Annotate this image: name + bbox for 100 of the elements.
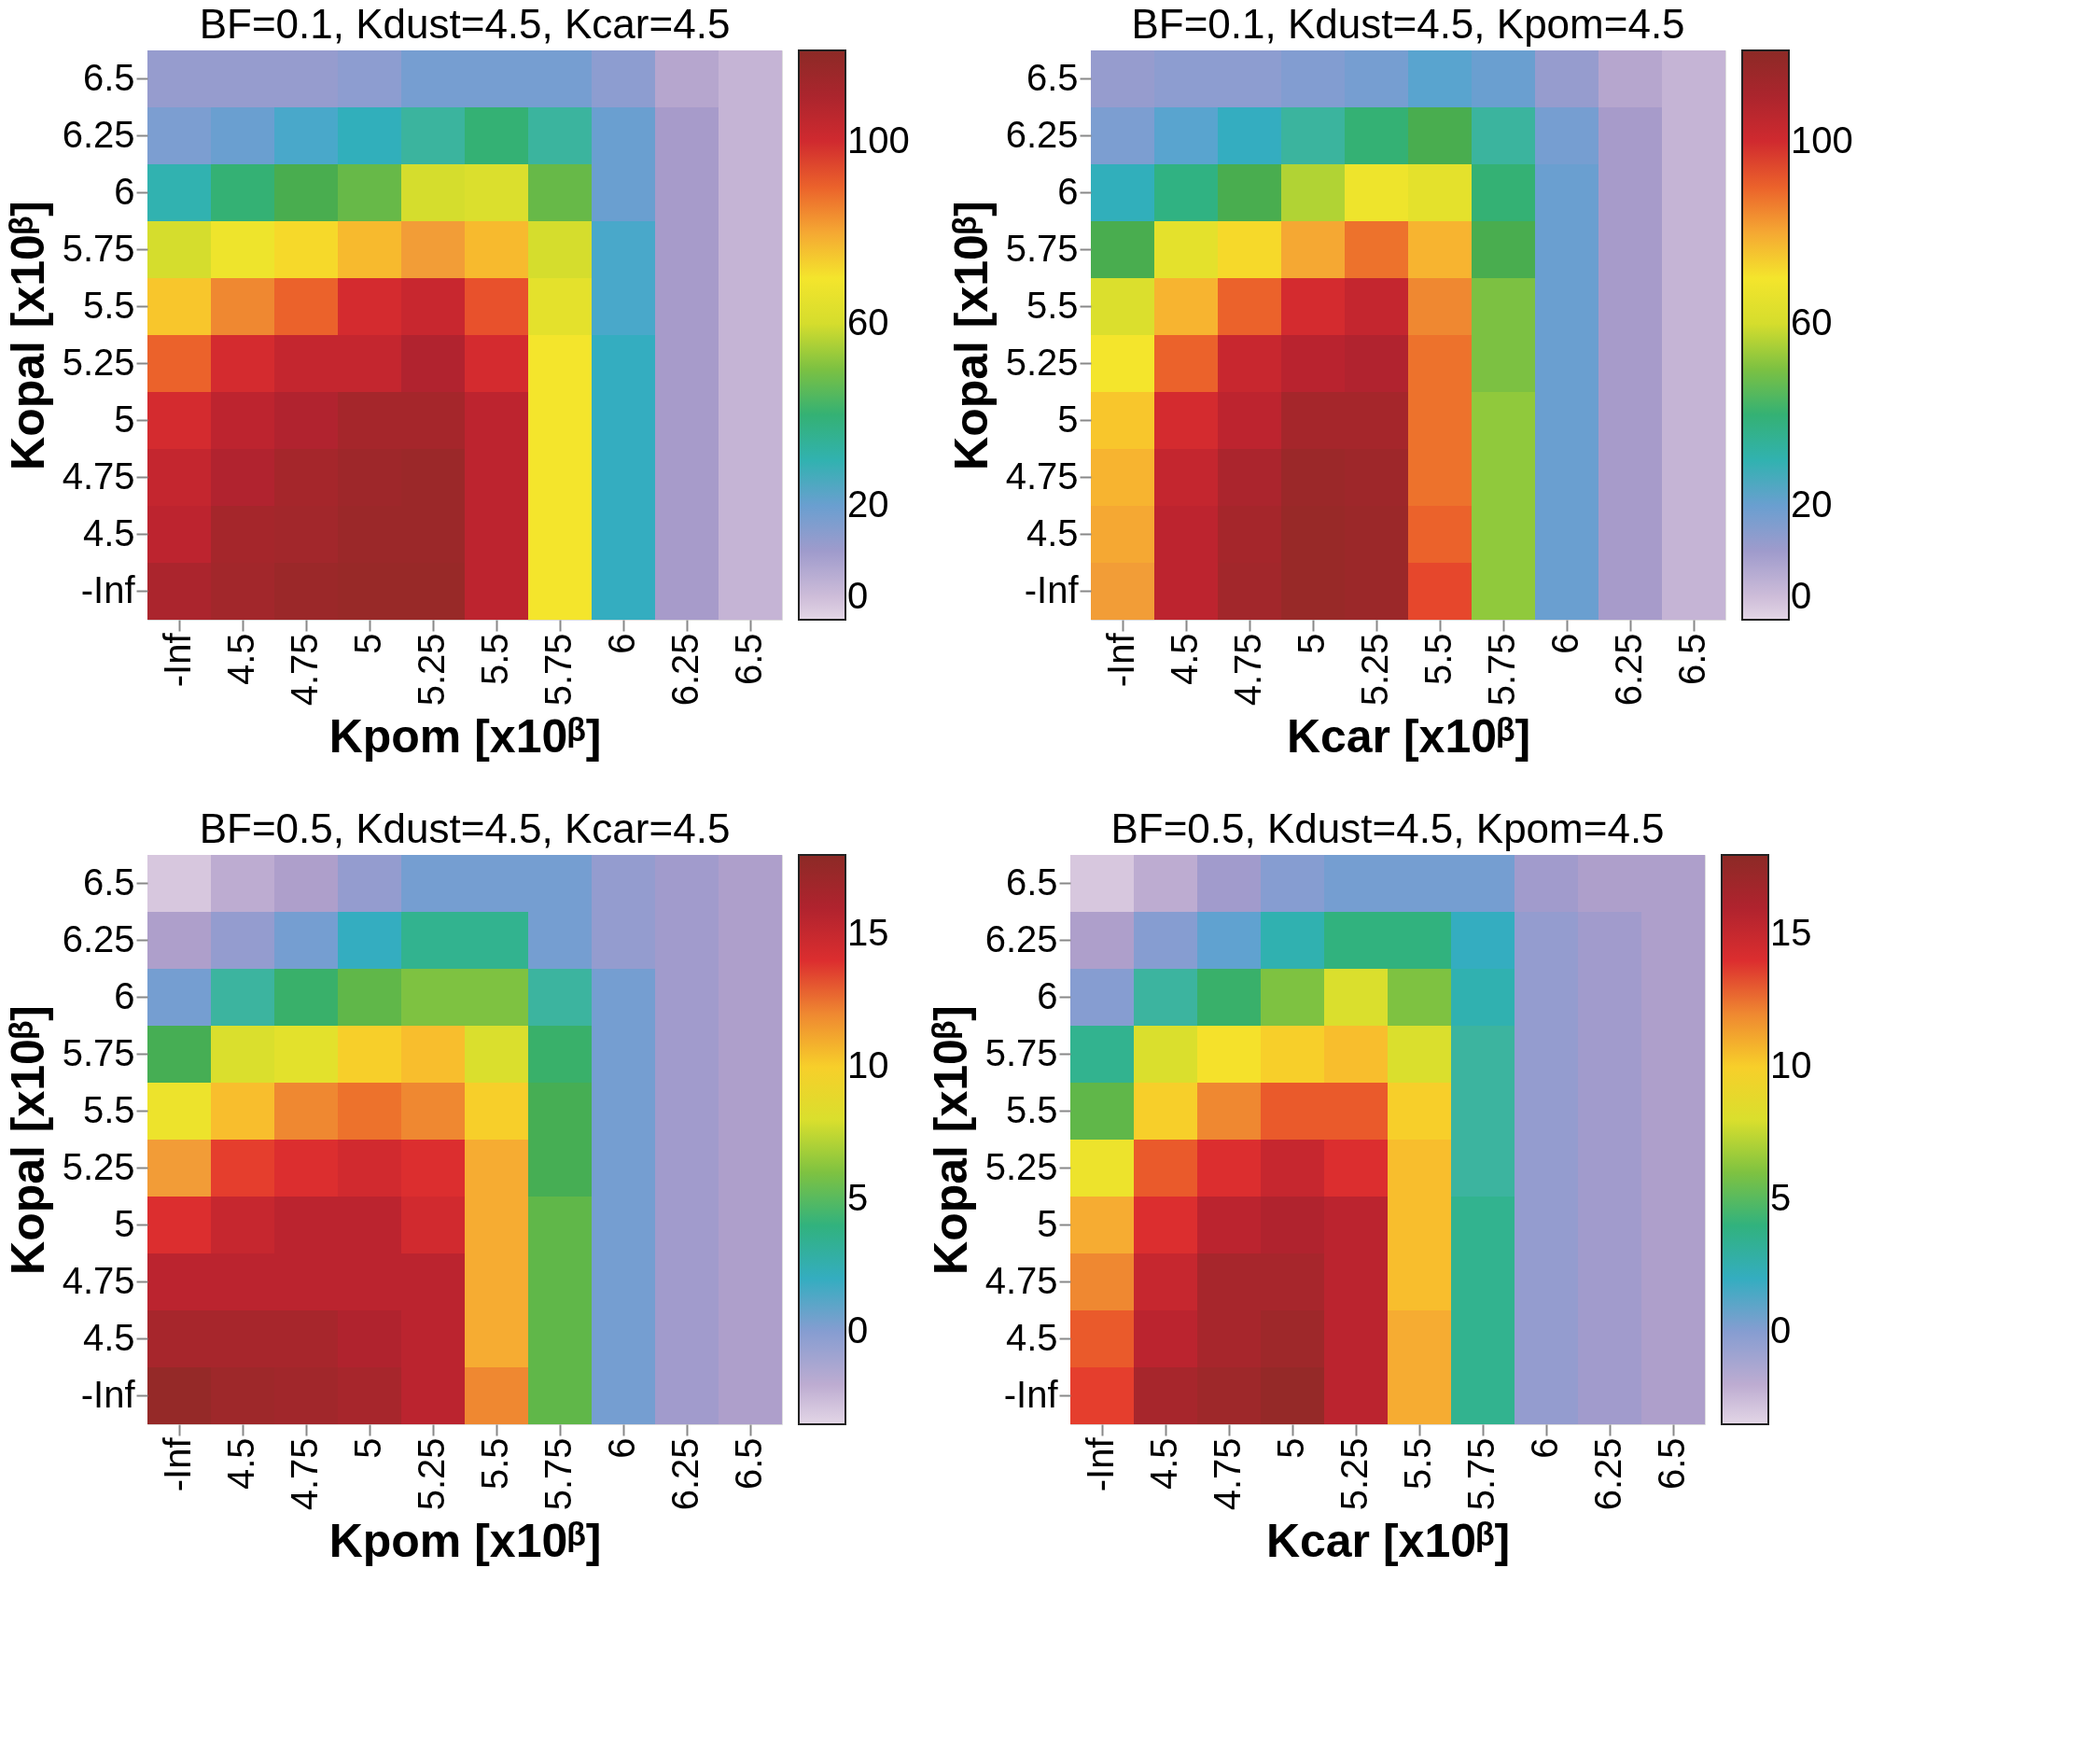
x-tick-label: 5.5 — [474, 1437, 515, 1491]
y-tick-label: 6 — [114, 170, 135, 212]
chart-title: BF=0.5, Kdust=4.5, Kpom=4.5 — [1110, 805, 1665, 851]
y-tick-label: 6.5 — [1005, 861, 1058, 903]
y-tick-label: -Inf — [1003, 1373, 1059, 1415]
y-tick-label: 5 — [114, 1202, 135, 1244]
color-bar-label: 0 — [1791, 574, 1812, 616]
x-tick-label: 6 — [601, 1437, 642, 1459]
x-tick-label: 5 — [347, 1437, 388, 1459]
x-tick-label: 6.25 — [1587, 1437, 1628, 1511]
y-tick-label: 4.75 — [62, 1259, 135, 1301]
x-tick-label: -Inf — [157, 632, 198, 688]
x-tick-label: 5.25 — [411, 1437, 452, 1511]
y-tick-label: 4.5 — [82, 1316, 135, 1358]
x-tick-label: 5.25 — [1354, 633, 1395, 707]
y-tick-label: 4.75 — [62, 455, 135, 497]
x-tick-label: 5.5 — [474, 633, 515, 686]
color-bar-label: 10 — [847, 1043, 889, 1085]
chart-title: BF=0.5, Kdust=4.5, Kcar=4.5 — [199, 805, 731, 851]
x-tick-label: 5 — [1270, 1437, 1311, 1459]
x-tick-label: 5 — [347, 633, 388, 654]
x-tick-label: 6.5 — [728, 633, 769, 686]
x-tick-label: 5.75 — [537, 633, 579, 707]
y-tick-label: 5.75 — [984, 1031, 1058, 1073]
y-axis-title: Kopal [x10ᵝ] — [924, 1005, 977, 1275]
y-tick-label: 5.5 — [82, 284, 135, 326]
y-tick-label: 5.5 — [82, 1088, 135, 1130]
y-tick-label: 5.75 — [1005, 227, 1079, 269]
x-tick-label: 5 — [1291, 633, 1332, 654]
y-axis-title: Kopal [x10ᵝ] — [944, 201, 998, 470]
y-tick-label: 6.25 — [62, 113, 135, 155]
x-tick-label: 5.75 — [537, 1437, 579, 1511]
y-tick-label: 6 — [1037, 974, 1058, 1016]
y-tick-label: 5.75 — [62, 1031, 135, 1073]
x-tick-label: 6.25 — [1608, 633, 1649, 707]
x-tick-label: 6 — [1544, 633, 1585, 654]
y-tick-label: 6.5 — [82, 56, 135, 98]
color-bar-label: 20 — [847, 483, 889, 525]
color-bar-label: 60 — [1791, 301, 1833, 343]
y-tick-label: 5 — [1037, 1202, 1058, 1244]
color-bar-label: 5 — [847, 1176, 869, 1218]
y-tick-label: 4.5 — [82, 511, 135, 553]
x-tick-label: 5.5 — [1397, 1437, 1438, 1491]
y-tick-label: 5.5 — [1005, 1088, 1058, 1130]
y-tick-label: 6 — [1057, 170, 1079, 212]
x-tick-label: 5.25 — [1333, 1437, 1375, 1511]
x-tick-label: 5.5 — [1417, 633, 1459, 686]
y-tick-label: 6.25 — [984, 917, 1058, 959]
color-bar-label: 15 — [1770, 912, 1812, 954]
y-tick-label: 6.25 — [62, 917, 135, 959]
chart-title: BF=0.1, Kdust=4.5, Kcar=4.5 — [199, 1, 731, 47]
color-bar-label: 0 — [847, 574, 869, 616]
color-bar-label: 0 — [847, 1309, 869, 1351]
y-tick-label: 6.25 — [1005, 113, 1079, 155]
x-axis-title: Kcar [x10ᵝ] — [1265, 1515, 1511, 1568]
x-tick-label: 6 — [601, 633, 642, 654]
x-tick-label: 4.75 — [284, 1437, 325, 1511]
x-tick-label: 6.5 — [1671, 633, 1712, 686]
y-tick-label: 5.25 — [62, 341, 135, 383]
x-tick-label: 6.25 — [664, 1437, 705, 1511]
x-tick-label: 6 — [1524, 1437, 1565, 1459]
y-tick-label: 6 — [114, 974, 135, 1016]
y-tick-label: 4.75 — [984, 1259, 1058, 1301]
x-tick-label: 6.5 — [728, 1437, 769, 1491]
color-bar-label: 5 — [1770, 1176, 1792, 1218]
y-tick-label: -Inf — [80, 1373, 136, 1415]
y-tick-label: 5.25 — [984, 1145, 1058, 1187]
x-tick-label: 5.75 — [1460, 1437, 1501, 1511]
x-tick-label: 4.5 — [220, 633, 261, 686]
x-axis-title: Kpom [x10ᵝ] — [328, 710, 602, 763]
color-bar-label: 20 — [1791, 483, 1833, 525]
x-tick-label: 5.75 — [1481, 633, 1522, 707]
y-tick-label: -Inf — [1024, 568, 1080, 610]
x-axis-title: Kcar [x10ᵝ] — [1286, 710, 1531, 763]
y-tick-label: 4.5 — [1005, 1316, 1058, 1358]
x-tick-label: 4.75 — [284, 633, 325, 707]
y-axis-title: Kopal [x10ᵝ] — [1, 201, 54, 470]
x-tick-label: -Inf — [157, 1436, 198, 1492]
y-tick-label: 4.5 — [1026, 511, 1079, 553]
color-bar-label: 15 — [847, 912, 889, 954]
y-tick-label: 5.25 — [62, 1145, 135, 1187]
x-axis-title: Kpom [x10ᵝ] — [328, 1515, 602, 1568]
color-bar-label: 10 — [1770, 1043, 1812, 1085]
x-tick-label: 4.75 — [1207, 1437, 1248, 1511]
color-bar-label: 0 — [1770, 1309, 1792, 1351]
color-bar-label: 100 — [847, 119, 910, 161]
color-bar-label: 100 — [1791, 119, 1853, 161]
y-tick-label: 5 — [1057, 398, 1079, 440]
y-tick-label: 6.5 — [1026, 56, 1079, 98]
y-tick-label: 5.5 — [1026, 284, 1079, 326]
y-tick-label: 6.5 — [82, 861, 135, 903]
chart-title: BF=0.1, Kdust=4.5, Kpom=4.5 — [1131, 1, 1685, 47]
y-tick-label: 4.75 — [1005, 455, 1079, 497]
y-tick-label: 5 — [114, 398, 135, 440]
y-tick-label: -Inf — [80, 568, 136, 610]
x-tick-label: 4.5 — [1143, 1437, 1184, 1491]
color-bar-label: 60 — [847, 301, 889, 343]
x-tick-label: 6.25 — [664, 633, 705, 707]
x-tick-label: 4.75 — [1227, 633, 1268, 707]
y-tick-label: 5.25 — [1005, 341, 1079, 383]
